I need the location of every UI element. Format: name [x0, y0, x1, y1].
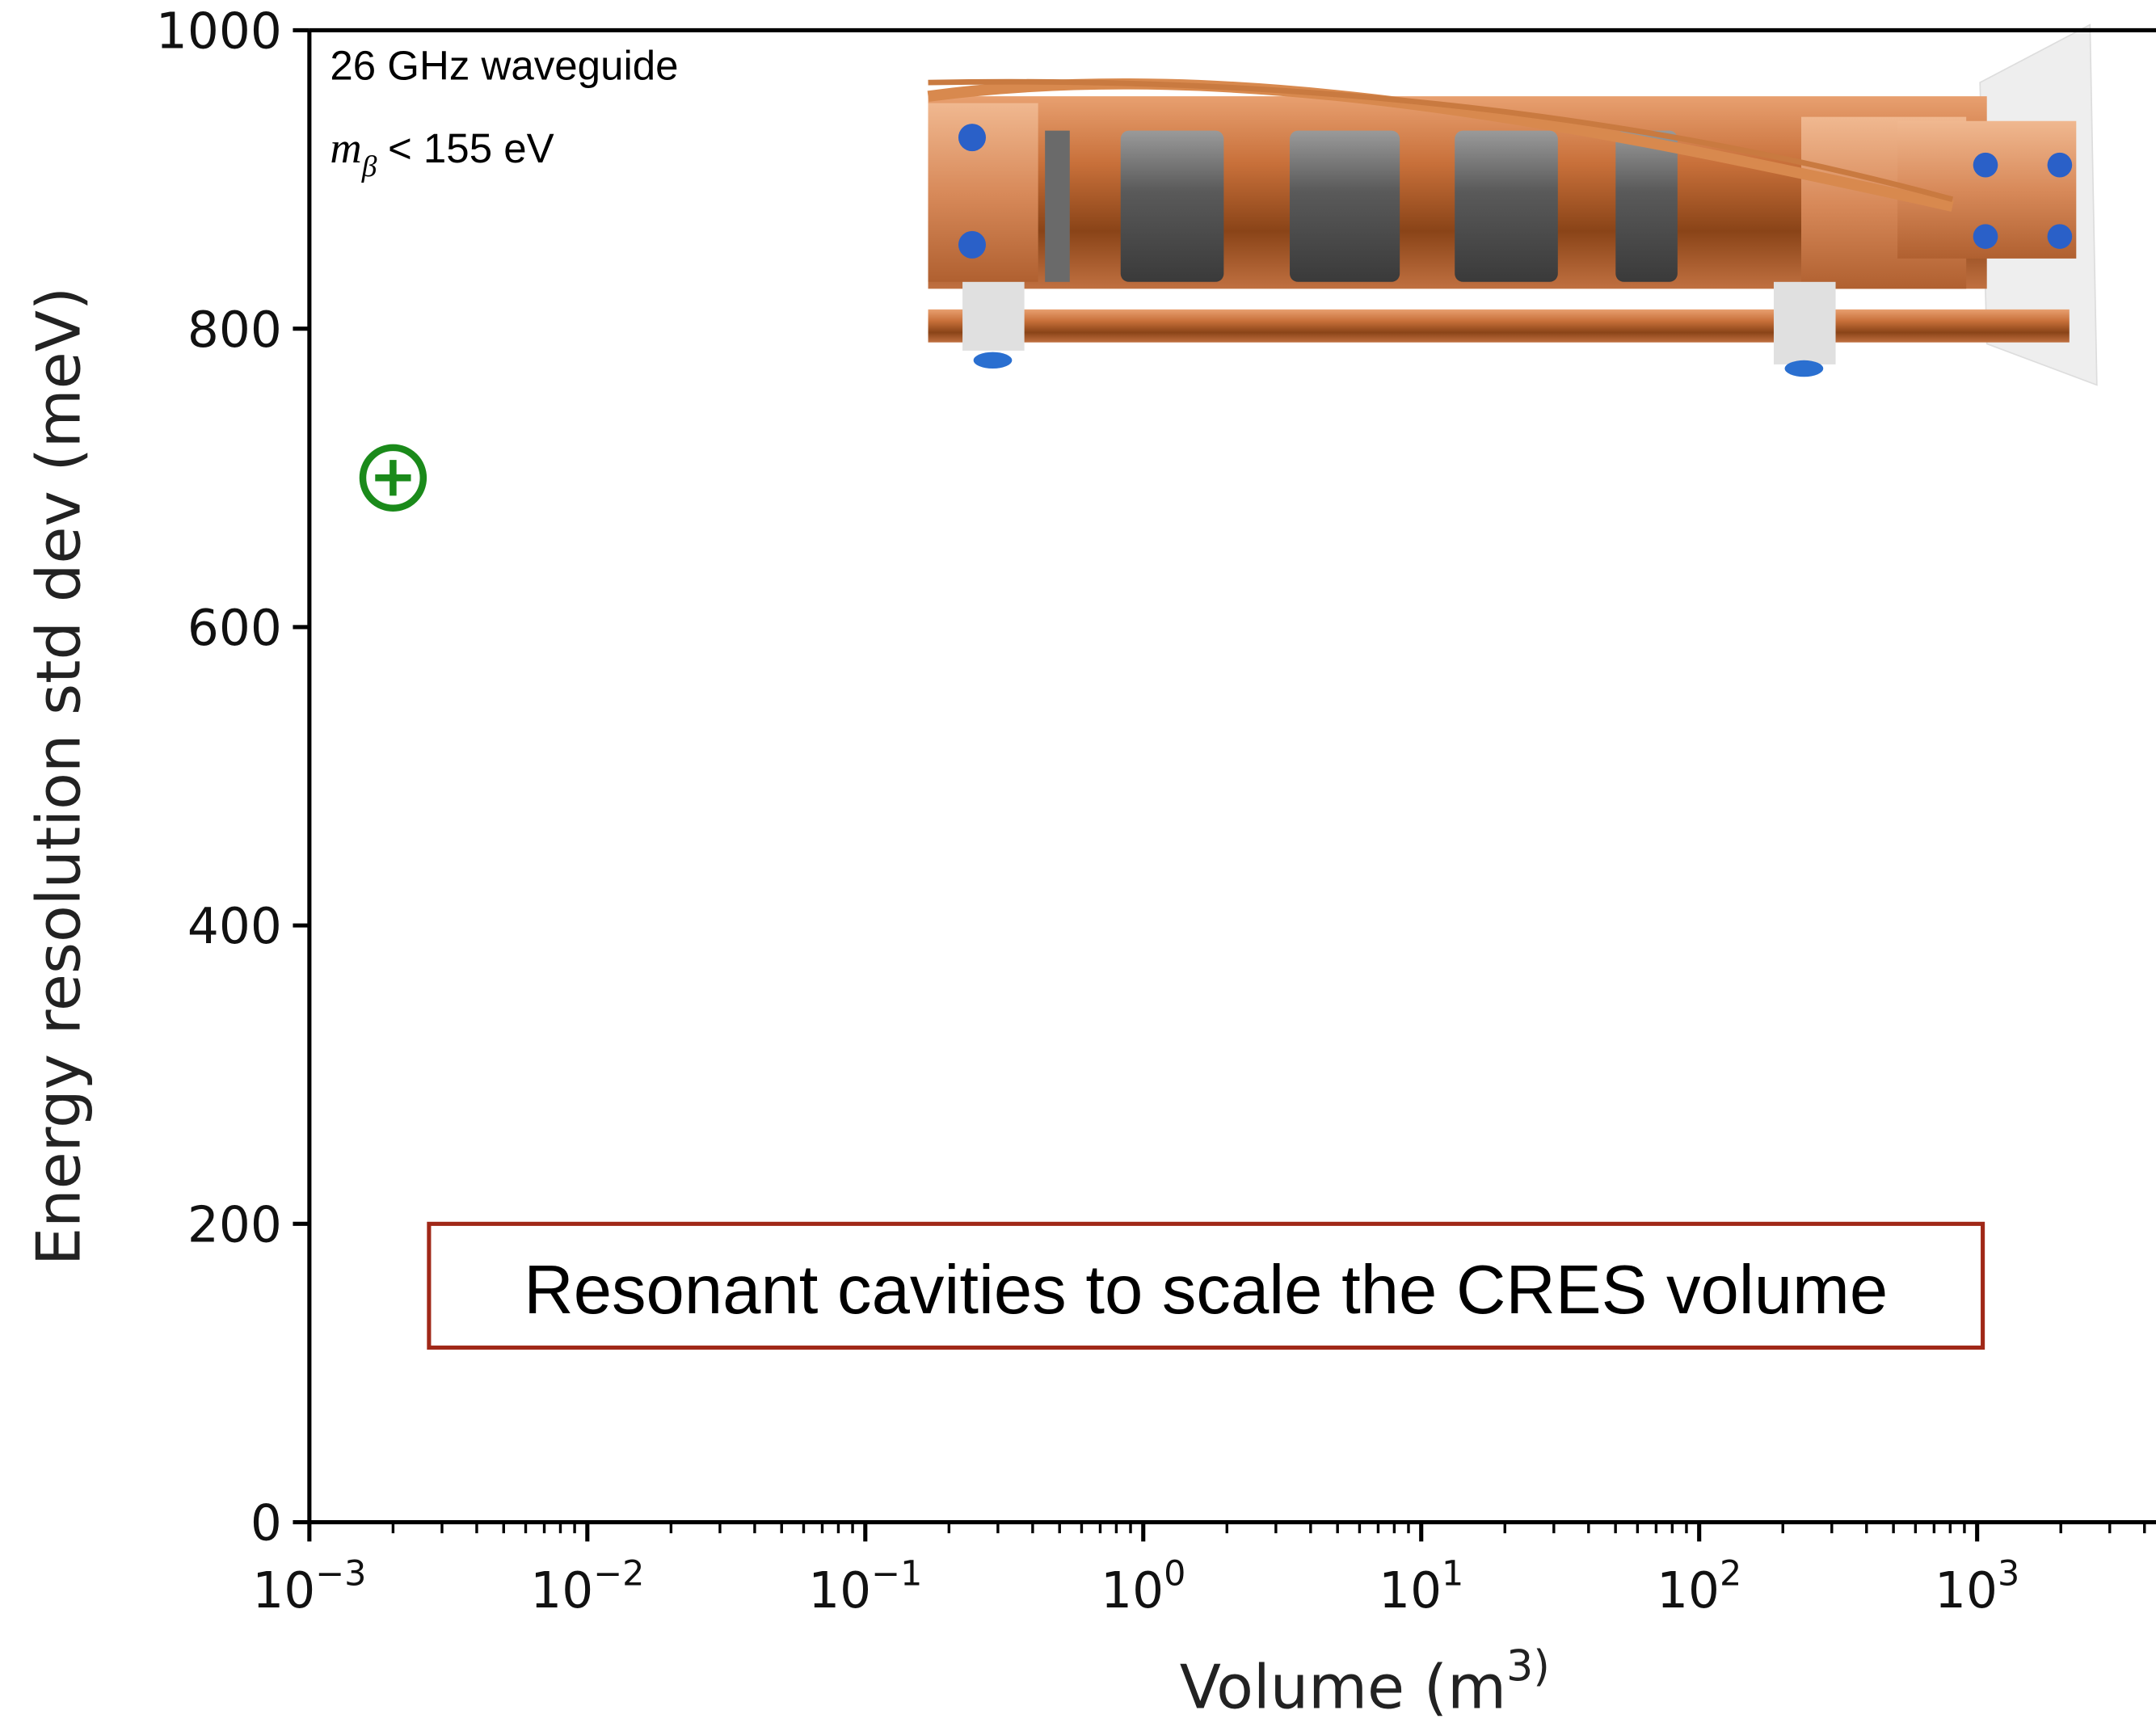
x-tick-label: 10−3 [252, 1554, 366, 1620]
x-axis-label: Volume (m3) [1180, 1642, 1550, 1723]
x-tick-label: 10−1 [808, 1554, 922, 1620]
annotation: 26 GHz waveguide [330, 43, 678, 89]
y-axis-label: Energy resolution std dev (meV) [24, 287, 95, 1266]
mass-symbol: m [330, 123, 361, 172]
x-tick-label: 101 [1379, 1554, 1463, 1620]
data-point [359, 444, 427, 512]
marker-circle [359, 444, 427, 512]
y-tick-label: 1000 [156, 3, 282, 61]
apparatus-photo [927, 23, 2098, 386]
x-tick-label: 103 [1935, 1554, 2019, 1620]
y-tick-label: 0 [251, 1495, 282, 1552]
mass-limit: mβ < 155 eV [330, 123, 554, 183]
text-box [427, 1221, 1985, 1350]
mass-text: < 155 eV [388, 125, 554, 171]
y-tick-label: 200 [187, 1196, 282, 1253]
boxed-text: Resonant cavities to scale the CRES volu… [524, 1252, 1888, 1329]
x-tick-label: 102 [1657, 1554, 1741, 1620]
mass-subscript: β [361, 150, 377, 183]
y-tick-label: 600 [187, 600, 282, 657]
y-tick-label: 800 [187, 301, 282, 359]
y-tick-label: 400 [187, 898, 282, 955]
x-tick-label: 100 [1101, 1554, 1185, 1620]
x-tick-label: 10−2 [530, 1554, 644, 1620]
